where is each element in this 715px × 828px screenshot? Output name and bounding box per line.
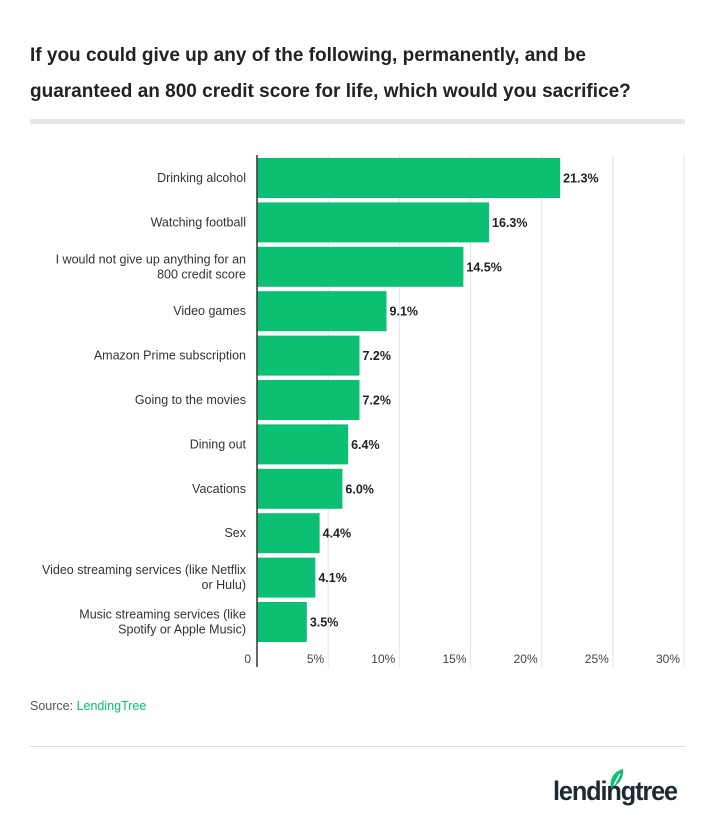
x-tick-label: 20% [514, 652, 538, 666]
data-label: 7.2% [362, 349, 391, 363]
x-tick-label: 0 [244, 652, 251, 666]
category-label: Dining out [190, 437, 247, 451]
data-label: 4.4% [323, 527, 352, 541]
bar [257, 335, 360, 376]
category-label: Spotify or Apple Music) [118, 623, 246, 637]
x-tick-label: 15% [442, 652, 466, 666]
category-label: Sex [224, 526, 246, 540]
source-link[interactable]: LendingTree [76, 699, 147, 713]
svg-text:lendingtree: lendingtree [553, 776, 678, 806]
category-label: or Hulu) [202, 578, 246, 592]
x-tick-label: 10% [371, 652, 395, 666]
bar [257, 380, 360, 420]
data-label: 14.5% [466, 260, 501, 274]
footer-divider [30, 746, 685, 747]
category-label: Video games [173, 304, 246, 318]
x-tick-label: 5% [307, 652, 325, 666]
source-label: Source: [30, 699, 74, 713]
bar [257, 202, 490, 243]
data-label: 4.1% [318, 571, 347, 585]
category-label: Music streaming services (like [79, 608, 246, 622]
bar [257, 246, 464, 287]
category-label: Drinking alcohol [157, 171, 246, 185]
data-label: 6.0% [345, 482, 374, 496]
category-label: Video streaming services (like Netflix [42, 563, 247, 577]
data-label: 6.4% [351, 438, 380, 452]
bar [257, 602, 307, 642]
category-label: Vacations [192, 482, 246, 496]
bar [257, 557, 316, 598]
category-label: 800 credit score [157, 267, 246, 281]
data-label: 16.3% [492, 216, 527, 230]
bar [257, 291, 387, 332]
data-label: 3.5% [310, 616, 339, 630]
source-note: Source: LendingTree [30, 699, 146, 713]
title-divider [30, 119, 685, 124]
x-tick-label: 30% [656, 652, 680, 666]
data-label: 9.1% [390, 305, 419, 319]
bar [257, 424, 349, 465]
bar-chart: 0 5% 10% 15% 20% 25% 30% 21.3% Drinking alcohol 1… [42, 155, 685, 667]
data-label: 7.2% [362, 394, 391, 408]
bar [257, 468, 343, 509]
category-label: I would not give up anything for an [56, 252, 246, 266]
data-label: 21.3% [563, 172, 598, 186]
category-label: Going to the movies [135, 393, 246, 407]
bar [257, 513, 320, 554]
bar [257, 158, 561, 198]
chart-title: If you could give up any of the followin… [30, 45, 631, 102]
category-label: Amazon Prime subscription [94, 349, 246, 363]
x-tick-label: 25% [585, 652, 609, 666]
category-label: Watching football [151, 215, 246, 229]
lendingtree-logo: lendingtree [553, 769, 679, 806]
